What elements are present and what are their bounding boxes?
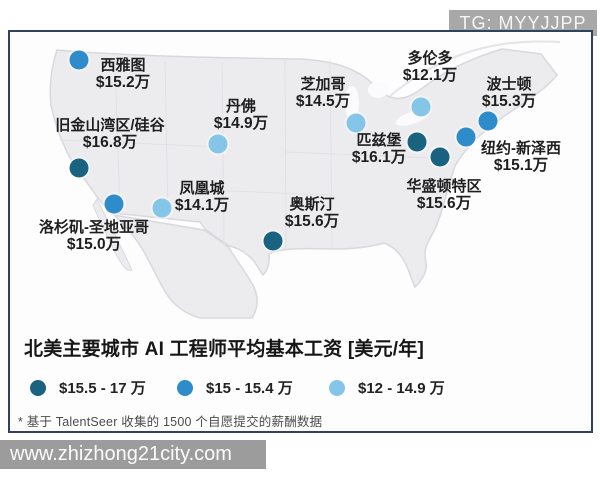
city-label: 凤凰城 $14.1万 — [175, 180, 229, 215]
legend-item: $15.5 - 17 万 — [30, 377, 146, 398]
city-dot — [69, 50, 89, 70]
city-salary-value: $14.9万 — [213, 115, 269, 132]
city-salary-value: $15.6万 — [416, 195, 472, 212]
city-name: 洛杉矶-圣地亚哥 — [39, 219, 149, 236]
city-label: 旧金山湾区/硅谷 $16.8万 — [55, 117, 164, 152]
watermark-bar: www.zhizhong21city.com — [0, 440, 266, 469]
city-dot — [411, 97, 431, 117]
city-name: 芝加哥 — [300, 76, 346, 93]
legend-label: $12 - 14.9 万 — [358, 380, 445, 397]
city-salary-value: $16.1万 — [351, 149, 407, 166]
legend-dot-icon — [30, 379, 46, 396]
city-name: 西雅图 — [100, 57, 146, 74]
city-salary-value: $15.2万 — [95, 74, 151, 91]
city-label: 匹兹堡 $16.1万 — [352, 132, 406, 167]
legend-label: $15 - 15.4 万 — [206, 380, 293, 397]
legend-dot-icon — [329, 379, 345, 396]
city-label: 多伦多 $12.1万 — [403, 50, 457, 85]
city-label: 西雅图 $15.2万 — [96, 57, 150, 92]
city-dot — [104, 194, 124, 214]
city-name: 丹佛 — [225, 98, 257, 115]
legend-item: $12 - 14.9 万 — [329, 377, 445, 398]
city-dot — [478, 111, 498, 131]
city-dot — [152, 198, 172, 218]
city-salary-value: $15.3万 — [481, 93, 537, 110]
city-label: 洛杉矶-圣地亚哥 $15.0万 — [39, 219, 149, 254]
legend-label: $15.5 - 17 万 — [59, 380, 146, 397]
city-dot — [208, 134, 228, 154]
city-label: 华盛顿特区 $15.6万 — [406, 178, 481, 213]
legend-dot-icon — [177, 379, 193, 396]
city-dot — [346, 113, 366, 133]
city-name: 多伦多 — [407, 50, 453, 67]
city-name: 华盛顿特区 — [406, 178, 482, 195]
city-label: 芝加哥 $14.5万 — [296, 76, 350, 111]
city-dot — [263, 231, 283, 251]
city-name: 凤凰城 — [179, 180, 225, 197]
city-name: 纽约-新泽西 — [481, 140, 561, 157]
city-name: 匹兹堡 — [356, 132, 402, 149]
city-dot — [430, 147, 450, 167]
legend-item: $15 - 15.4 万 — [177, 377, 293, 398]
city-salary-value: $14.5万 — [295, 93, 351, 110]
city-name: 奥斯汀 — [289, 196, 335, 213]
city-salary-value: $16.8万 — [82, 134, 138, 151]
city-salary-value: $14.1万 — [174, 197, 230, 214]
city-name: 旧金山湾区/硅谷 — [55, 117, 165, 134]
city-salary-value: $12.1万 — [402, 67, 458, 84]
city-salary-value: $15.1万 — [493, 157, 549, 174]
city-salary-value: $15.0万 — [66, 236, 122, 253]
city-label: 丹佛 $14.9万 — [214, 98, 268, 133]
city-salary-value: $15.6万 — [284, 213, 340, 230]
city-dot — [69, 158, 89, 178]
city-label: 波士顿 $15.3万 — [482, 76, 536, 111]
city-label: 奥斯汀 $15.6万 — [285, 196, 339, 231]
chart-footnote: * 基于 TalentSeer 收集的 1500 个自愿提交的薪酬数据 — [18, 415, 323, 429]
city-label: 纽约-新泽西 $15.1万 — [481, 140, 561, 175]
city-dot — [456, 127, 476, 147]
city-name: 波士顿 — [486, 76, 532, 93]
city-dot — [407, 132, 427, 152]
chart-title: 北美主要城市 AI 工程师平均基本工资 [美元/年] — [24, 339, 424, 360]
